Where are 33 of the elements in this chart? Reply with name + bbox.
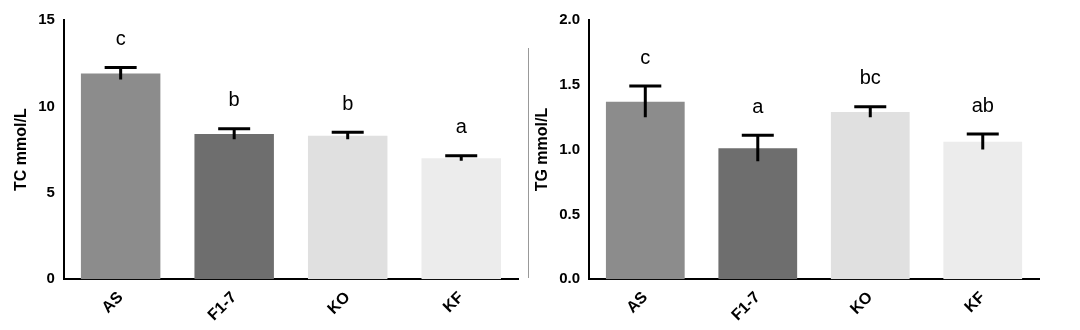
annotation: a (752, 94, 765, 117)
y-axis-title: TG mmol/L (533, 107, 551, 192)
y-tick-label: 15 (38, 10, 55, 28)
bar (194, 134, 274, 280)
y-tick-label: 2.0 (559, 10, 581, 28)
x-tick-label: KO (846, 288, 876, 318)
annotation: ab (971, 93, 994, 116)
bar (80, 73, 161, 280)
y-tick-label: 1.5 (559, 74, 581, 92)
x-tick-label: KO (323, 288, 353, 318)
y-tick-label: 0 (46, 269, 55, 287)
x-tick-label: AS (98, 287, 127, 316)
bar (830, 112, 910, 280)
annotation: a (455, 115, 468, 138)
annotation: bc (859, 66, 881, 89)
x-tick-label: AS (622, 287, 651, 316)
y-tick-label: 10 (38, 96, 55, 114)
y-tick-label: 5 (46, 182, 55, 200)
x-tick-label: KF (960, 288, 989, 316)
bar (605, 101, 685, 280)
y-tick-label: 0.0 (559, 269, 581, 287)
bar (943, 141, 1023, 280)
y-axis-title: TC mmol/L (12, 108, 30, 191)
x-tick-label: KF (439, 288, 467, 316)
bar (307, 135, 388, 280)
bar (421, 158, 501, 280)
bar (718, 148, 798, 280)
y-tick-label: 0.5 (559, 204, 581, 222)
annotation: b (342, 91, 354, 114)
y-tick-label: 1.0 (559, 139, 581, 157)
annotation: c (115, 27, 126, 50)
annotation: c (640, 45, 651, 68)
annotation: b (228, 88, 240, 111)
